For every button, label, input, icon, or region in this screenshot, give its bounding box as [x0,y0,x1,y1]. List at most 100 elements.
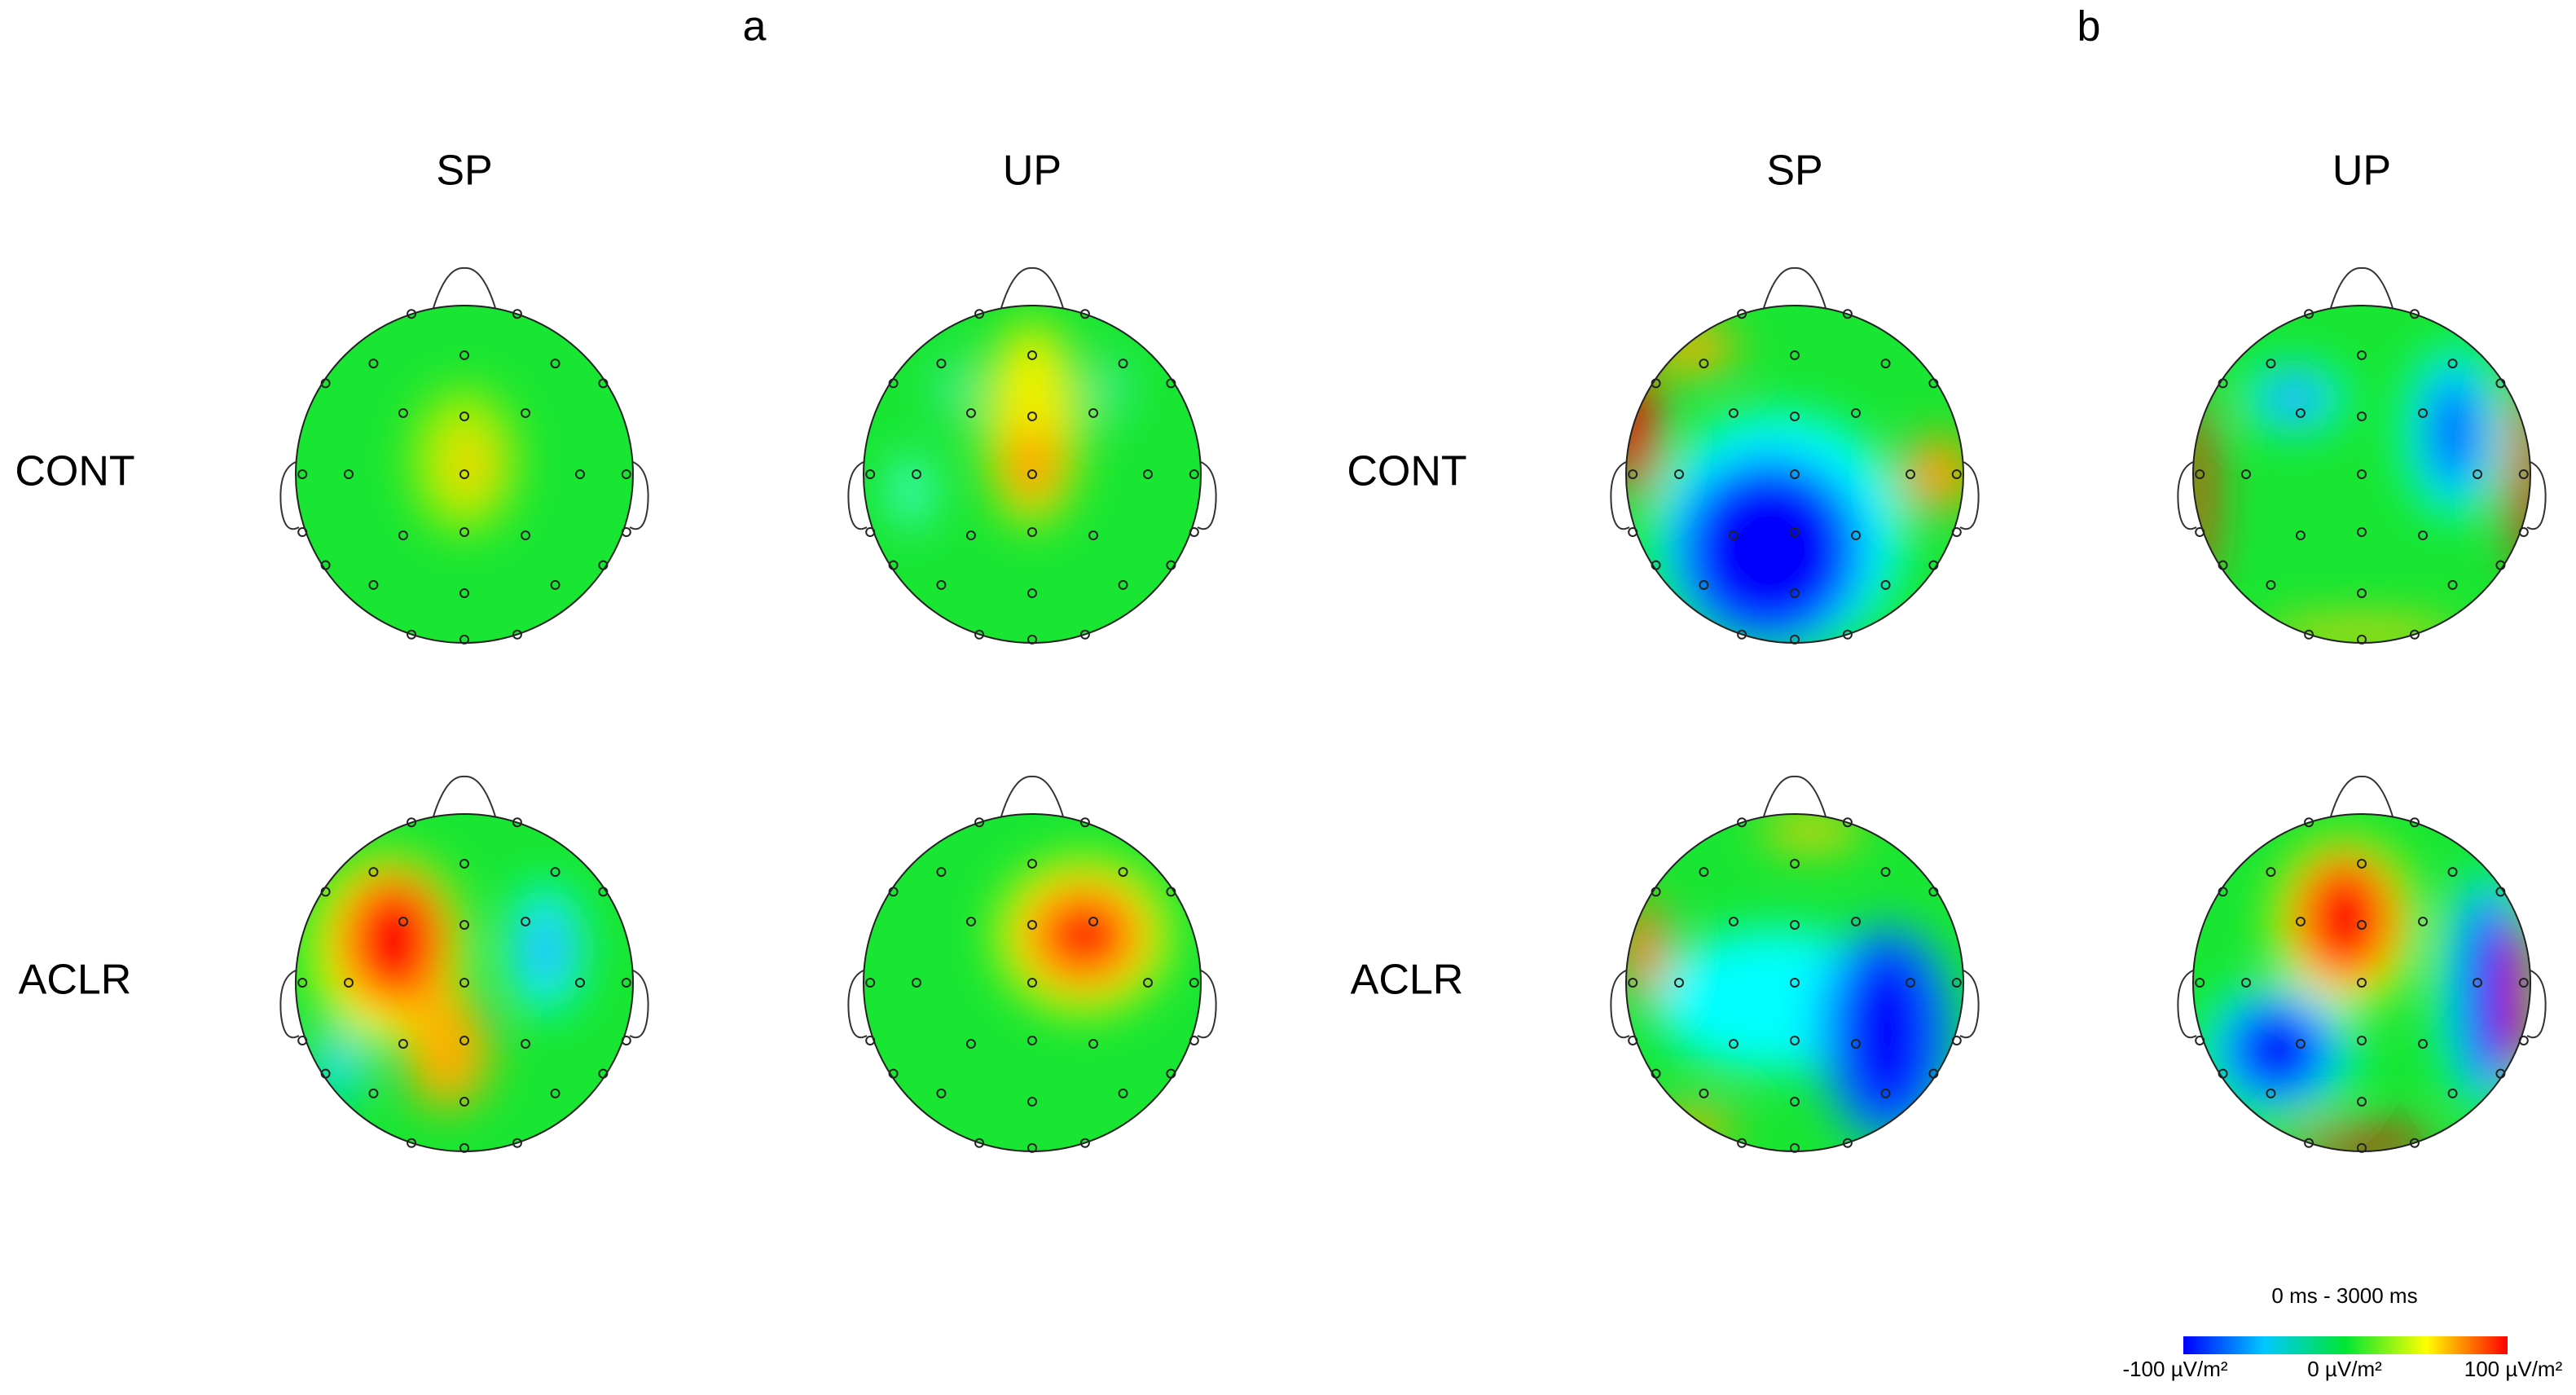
nose [2330,266,2394,309]
electrode [2295,916,2306,926]
electrode [1088,1039,1099,1050]
electrode [1628,469,1638,479]
electrode [2357,1142,2367,1153]
electrode [2240,978,2251,988]
nose [433,775,496,817]
electrode [974,1138,985,1148]
electrode [1928,887,1939,897]
electrode [1737,309,1747,319]
electrode [368,1088,379,1098]
electrode [2266,867,2276,878]
colorbar: 0 ms - 3000 ms -100 µV/m² 0 µV/m² 100 µV… [2122,1283,2562,1381]
nose [433,266,496,309]
map-blob [939,356,974,424]
electrode [2195,469,2205,479]
electrode [320,1068,331,1079]
ear [1610,461,1630,530]
electrode [2518,978,2529,988]
electrode [2418,1039,2429,1050]
electrode [1880,359,1891,369]
electrode [1951,978,1962,988]
electrode [1906,978,1916,988]
map-base [2193,306,2530,643]
electrode [598,1068,609,1079]
electrode [459,588,469,599]
electrode [1699,1088,1709,1098]
electrode [1027,1097,1037,1107]
electrode [965,916,976,926]
electrode [1951,1036,1962,1046]
electrode [2418,530,2429,541]
electrode [1079,629,1090,640]
electrode [521,407,531,418]
electrode [1790,1142,1800,1153]
electrode [2357,634,2367,645]
map-blobs [1626,814,1958,1143]
electrode [1673,978,1684,988]
electrode [2357,469,2367,479]
electrode [368,579,379,590]
colorbar-label: -100 µV/m² [2122,1357,2227,1381]
electrode [1790,411,1800,421]
map-blob [339,873,448,1009]
electrode [621,527,631,538]
map-blob [2193,389,2212,592]
electrode [1790,469,1800,479]
electrode [1027,527,1037,538]
electrode [1079,817,1090,828]
ear [279,461,300,530]
map-blob [1091,356,1125,424]
electrode [1628,1036,1638,1046]
electrode [343,469,354,479]
nose [1000,266,1064,309]
head-map [2177,775,2547,1153]
electrode [1027,469,1037,479]
electrode [1842,309,1853,319]
electrode [1027,634,1037,645]
electrode [1651,1068,1661,1079]
electrode [368,867,379,878]
electrode [459,634,469,645]
ear [629,970,649,1039]
electrode [965,407,976,418]
map-fill [2193,814,2530,1151]
electrode [1699,579,1709,590]
topomaps [279,266,2547,1153]
electrode [2295,530,2306,541]
electrode [2447,1088,2458,1098]
electrode [2409,817,2420,828]
map-blob [1761,814,1862,848]
row-label: CONT [1347,448,1466,495]
electrode [1628,527,1638,538]
electrode [1189,978,1199,988]
row-label: ACLR [19,957,132,1004]
map-blobs [1626,322,1963,643]
map-blobs [2201,839,2530,1151]
electrode [407,309,417,319]
electrode [2409,1138,2420,1148]
electrode [2409,309,2420,319]
electrode [1728,407,1739,418]
electrode [1143,469,1154,479]
map-blob [2294,854,2396,983]
ear [1610,970,1630,1039]
head-map [279,775,649,1153]
electrode [2495,378,2506,389]
map-blob [1626,364,1659,500]
colorbar-title: 0 ms - 3000 ms [2271,1283,2417,1308]
electrode [1088,916,1099,926]
electrode [1027,350,1037,360]
electrode [1790,919,1800,930]
electrode [1928,378,1939,389]
electrode [974,309,985,319]
colorbar-label: 0 µV/m² [2307,1357,2382,1381]
electrode [936,867,947,878]
electrode [459,411,469,421]
electrode [865,978,876,988]
electrode [2418,916,2429,926]
column-label: UP [2332,147,2391,195]
map-blobs [998,859,1167,1012]
electrode [1088,530,1099,541]
map-fill [296,306,633,643]
electrode [888,887,899,897]
